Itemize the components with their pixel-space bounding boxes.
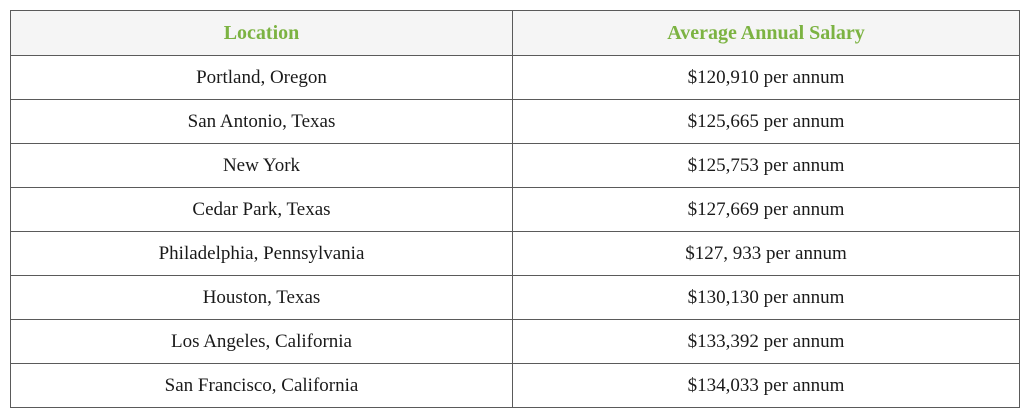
header-row: Location Average Annual Salary (10, 10, 1020, 56)
salary-cell: $125,665 per annum (512, 99, 1020, 144)
salary-cell: $134,033 per annum (512, 363, 1020, 408)
salary-cell: $127,669 per annum (512, 187, 1020, 232)
table-row: Portland, Oregon $120,910 per annum (10, 55, 1020, 100)
location-cell: San Antonio, Texas (10, 99, 513, 144)
location-cell: Houston, Texas (10, 275, 513, 320)
salary-cell: $120,910 per annum (512, 55, 1020, 100)
header-cell: Location (10, 10, 513, 56)
location-cell: Portland, Oregon (10, 55, 513, 100)
table-wrap: Location Average Annual Salary Portland,… (10, 10, 1020, 408)
table-row: Los Angeles, California $133,392 per annu… (10, 319, 1020, 364)
table-head: Location Average Annual Salary (10, 10, 1020, 56)
location-cell: Philadelphia, Pennsylvania (10, 231, 513, 276)
salary-table: Location Average Annual Salary Portland,… (10, 10, 1020, 408)
location-cell: Cedar Park, Texas (10, 187, 513, 232)
salary-cell: $133,392 per annum (512, 319, 1020, 364)
location-cell: San Francisco, California (10, 363, 513, 408)
table-row: San Francisco, California $134,033 per an… (10, 363, 1020, 408)
table-row: Cedar Park, Texas $127,669 per annum (10, 187, 1020, 232)
table-row: Houston, Texas $130,130 per annum (10, 275, 1020, 320)
salary-cell: $130,130 per annum (512, 275, 1020, 320)
location-cell: Los Angeles, California (10, 319, 513, 364)
location-cell: New York (10, 143, 513, 188)
table-row: San Antonio, Texas $125,665 per annum (10, 99, 1020, 144)
table-row: New York $125,753 per annum (10, 143, 1020, 188)
salary-cell: $125,753 per annum (512, 143, 1020, 188)
salary-cell: $127, 933 per annum (512, 231, 1020, 276)
table-body: Portland, Oregon $120,910 per annum San An… (10, 55, 1020, 408)
table-row: Philadelphia, Pennsylvania $127, 933 per … (10, 231, 1020, 276)
header-cell: Average Annual Salary (512, 10, 1020, 56)
